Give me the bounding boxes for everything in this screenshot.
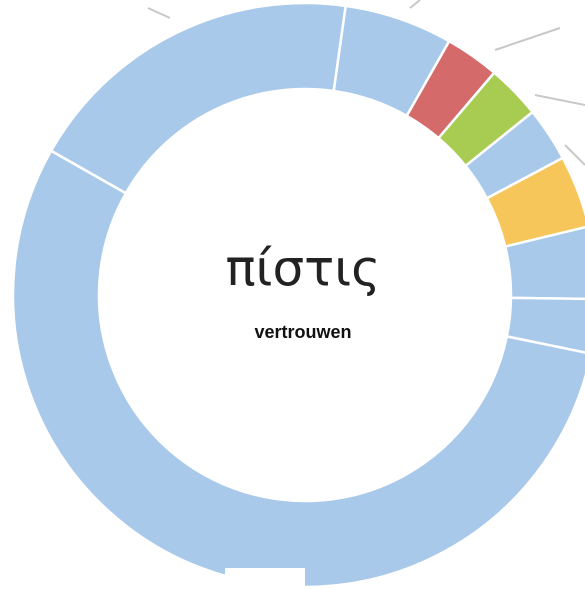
leader-line: [147, 7, 171, 19]
leader-line: [494, 27, 561, 51]
leader-line: [409, 0, 421, 9]
donut-segment: [49, 1, 348, 195]
donut-segment: [11, 149, 585, 589]
leader-line: [534, 94, 585, 106]
center-subtitle: vertrouwen: [254, 322, 351, 342]
center-title: πίστις: [225, 240, 380, 298]
cover-patch: [225, 568, 305, 589]
leader-line: [564, 144, 585, 166]
donut: [11, 1, 585, 589]
leader-lines: [147, 0, 585, 166]
